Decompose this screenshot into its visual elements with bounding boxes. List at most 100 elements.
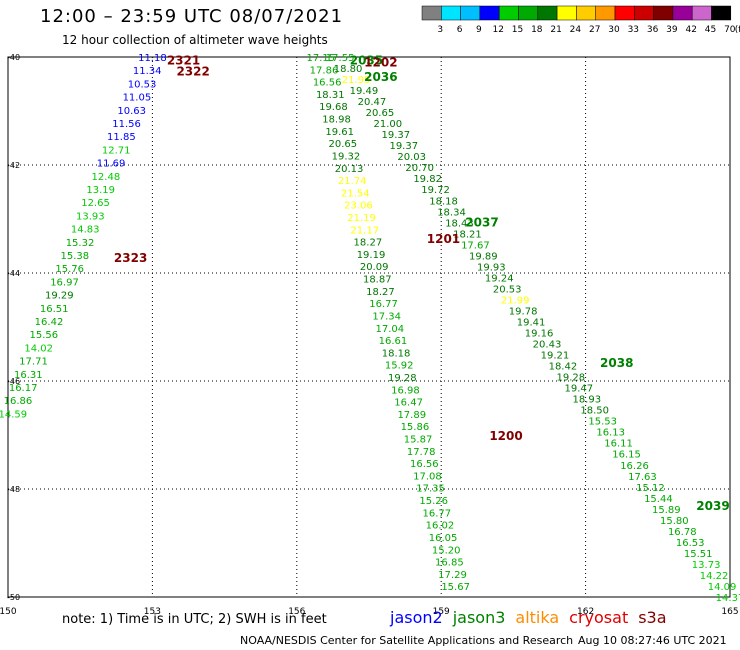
swh-value: 15.56 bbox=[30, 330, 59, 341]
colorbar-swatch bbox=[595, 5, 616, 21]
swh-value: 17.63 bbox=[628, 472, 657, 483]
satellite-legend-item: jason3 bbox=[452, 608, 506, 627]
swh-value: 17.04 bbox=[376, 324, 405, 335]
swh-value: 19.21 bbox=[541, 351, 570, 362]
time-label: 2037 bbox=[465, 216, 498, 230]
swh-value: 12.71 bbox=[102, 145, 131, 156]
swh-value: 15.67 bbox=[441, 582, 470, 593]
colorbar-swatch bbox=[634, 5, 654, 21]
colorbar-swatch bbox=[691, 5, 712, 21]
colorbar-swatch bbox=[479, 5, 500, 21]
swh-value: 15.89 bbox=[652, 505, 681, 516]
swh-value: 14.09 bbox=[708, 582, 737, 593]
satellite-legend-item: jason2 bbox=[390, 608, 443, 627]
swh-value: 19.28 bbox=[388, 373, 417, 384]
swh-value: 23.06 bbox=[344, 201, 373, 212]
swh-value: 11.05 bbox=[123, 93, 152, 104]
axis-ticks: 150 153 156 159 162 165 -40 -42 -44 -46 -48 -50 bbox=[0, 53, 739, 617]
swh-value: 16.05 bbox=[429, 533, 458, 544]
swh-value: 19.93 bbox=[477, 262, 506, 273]
swh-value: 17.34 bbox=[372, 311, 401, 322]
swh-value: 20.43 bbox=[533, 340, 562, 351]
swh-value: 16.13 bbox=[596, 428, 625, 439]
swh-value: 21.54 bbox=[341, 188, 370, 199]
swh-value: 17.15 bbox=[307, 53, 336, 64]
swh-value: 14.37 bbox=[716, 593, 740, 604]
x-tick-label: 165 bbox=[721, 607, 738, 617]
swh-value: 16.31 bbox=[14, 370, 43, 381]
swh-value: 15.86 bbox=[401, 422, 430, 433]
swh-value: 21.17 bbox=[350, 225, 379, 236]
swh-value: 16.51 bbox=[40, 304, 69, 315]
swh-value: 12.65 bbox=[81, 198, 110, 209]
swh-value: 20.47 bbox=[358, 97, 387, 108]
swh-value: 17.78 bbox=[407, 447, 436, 458]
swh-value: 10.53 bbox=[128, 79, 157, 90]
colorbar-unit: (ft) bbox=[735, 25, 740, 35]
swh-value: 19.28 bbox=[557, 373, 586, 384]
satellite-legend-item: altika bbox=[515, 608, 560, 627]
swh-value: 14.02 bbox=[24, 343, 53, 354]
swh-value: 11.34 bbox=[133, 66, 162, 77]
swh-value: 15.26 bbox=[419, 496, 448, 507]
swh-value: 19.41 bbox=[517, 317, 546, 328]
swh-value: 17.89 bbox=[397, 410, 426, 421]
swh-value: 11.18 bbox=[138, 53, 167, 64]
swh-value: 17.29 bbox=[438, 570, 467, 581]
swh-value: 19.49 bbox=[350, 86, 379, 97]
time-label: 1200 bbox=[489, 429, 522, 443]
swh-value: 19.89 bbox=[469, 251, 498, 262]
swh-value: 18.98 bbox=[322, 115, 351, 126]
colorbar-label: 36 bbox=[647, 25, 659, 35]
swh-value: 15.44 bbox=[644, 494, 673, 505]
swh-value: 20.53 bbox=[493, 284, 522, 295]
swh-value: 16.02 bbox=[426, 521, 455, 532]
swh-value: 19.47 bbox=[565, 384, 594, 395]
swh-value: 18.27 bbox=[366, 287, 395, 298]
colorbar-label: 39 bbox=[666, 25, 678, 35]
plot-grid bbox=[7, 56, 731, 598]
swh-value: 16.15 bbox=[612, 450, 641, 461]
y-tick-label: -40 bbox=[7, 53, 20, 62]
swh-value: 20.13 bbox=[335, 164, 364, 175]
swh-value: 11.85 bbox=[107, 132, 136, 143]
swh-value: 16.17 bbox=[9, 383, 38, 394]
swh-value: 19.68 bbox=[319, 102, 348, 113]
swh-value: 16.26 bbox=[620, 461, 649, 472]
x-tick-label: 159 bbox=[433, 607, 450, 617]
swh-value: 20.03 bbox=[397, 152, 426, 163]
swh-value: 18.43 bbox=[445, 218, 474, 229]
swh-value: 16.56 bbox=[313, 78, 342, 89]
colorbar-swatch bbox=[653, 5, 674, 21]
swh-value: 21.74 bbox=[338, 176, 367, 187]
swh-value: 18.80 bbox=[334, 64, 363, 75]
x-tick-label: 156 bbox=[288, 607, 305, 617]
swh-value: 15.20 bbox=[432, 545, 461, 556]
swh-value: 16.78 bbox=[668, 527, 697, 538]
swh-value: 15.12 bbox=[636, 483, 665, 494]
swh-value: 16.98 bbox=[391, 385, 420, 396]
time-label: 2322 bbox=[176, 65, 209, 79]
swh-value: 17.08 bbox=[413, 471, 442, 482]
colorbar-label: 3 bbox=[437, 25, 443, 35]
swh-value: 18.50 bbox=[580, 406, 609, 417]
colorbar-label: 33 bbox=[628, 25, 639, 35]
swh-value: 15.51 bbox=[684, 549, 713, 560]
swh-value: 16.11 bbox=[604, 439, 633, 450]
swh-value: 14.59 bbox=[0, 409, 27, 420]
swh-value: 11.56 bbox=[112, 119, 141, 130]
swh-value: 18.31 bbox=[316, 90, 345, 101]
y-tick-label: -44 bbox=[7, 269, 20, 278]
swh-value: 16.85 bbox=[435, 558, 464, 569]
time-label: 2035 bbox=[350, 54, 383, 68]
swh-value: 16.77 bbox=[423, 508, 452, 519]
colorbar-label: 27 bbox=[589, 25, 600, 35]
swh-value: 15.76 bbox=[55, 264, 84, 275]
swh-value: 21.95 bbox=[342, 75, 371, 86]
swh-value: 11.69 bbox=[97, 159, 126, 170]
swh-value: 15.53 bbox=[588, 417, 617, 428]
satellite-tracks: 11.18 11.34 10.53 11.05 10.63 11.56 11.85 12.71… bbox=[0, 53, 740, 604]
